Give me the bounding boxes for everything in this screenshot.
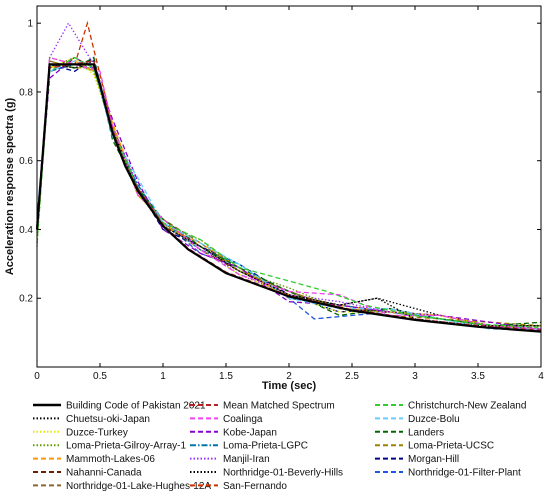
x-tick-label: 4 bbox=[538, 371, 544, 382]
series-line-19 bbox=[36, 20, 542, 330]
legend-label: Loma-Prieta-LGPC bbox=[223, 441, 308, 452]
legend-label: Mammoth-Lakes-06 bbox=[66, 454, 155, 465]
series-line-4 bbox=[36, 56, 542, 330]
legend-label: Duzce-Turkey bbox=[66, 427, 128, 438]
series-line-13 bbox=[36, 21, 542, 330]
series-line-7 bbox=[36, 56, 542, 330]
x-tick-label: 2 bbox=[286, 371, 292, 382]
y-axis: 0.2 0.4 0.6 0.8 1 bbox=[19, 19, 541, 305]
y-tick-label: 0.4 bbox=[19, 225, 33, 236]
series-line-16 bbox=[36, 63, 542, 330]
legend-label: Duzce-Bolu bbox=[408, 414, 460, 425]
legend-label: Loma-Prieta-UCSC bbox=[408, 441, 494, 452]
legend-label: Chuetsu-oki-Japan bbox=[66, 414, 150, 425]
x-axis: 0 0.5 1 1.5 2 2.5 3 3.5 4 bbox=[34, 6, 544, 382]
y-tick-label: 0.2 bbox=[19, 294, 33, 305]
x-tick-label: 1 bbox=[160, 371, 166, 382]
series-line-17 bbox=[36, 63, 542, 330]
y-tick-label: 0.8 bbox=[19, 87, 33, 98]
y-tick-label: 0.6 bbox=[19, 156, 33, 167]
x-axis-label: Time (sec) bbox=[262, 380, 317, 392]
series-line-0 bbox=[35, 63, 542, 333]
legend-label: Northridge-01-Beverly-Hills bbox=[223, 468, 343, 479]
series-line-9 bbox=[36, 56, 541, 327]
series-group bbox=[35, 20, 542, 333]
legend-label: San-Fernando bbox=[223, 481, 287, 492]
legend-label: Mean Matched Spectrum bbox=[223, 401, 335, 412]
legend-label: Landers bbox=[408, 427, 444, 438]
series-line-11 bbox=[36, 60, 542, 327]
y-axis-label: Acceleration response spectra (g) bbox=[4, 98, 16, 276]
legend-label: Kobe-Japan bbox=[223, 427, 277, 438]
legend-label: Northridge-01-Filter-Plant bbox=[408, 468, 521, 479]
legend-label: Morgan-Hill bbox=[408, 454, 459, 465]
series-line-18 bbox=[36, 60, 541, 327]
x-tick-label: 1.5 bbox=[219, 371, 233, 382]
legend-label: Loma-Prieta-Gilroy-Array-1 bbox=[66, 441, 186, 452]
series-line-3 bbox=[36, 60, 541, 327]
legend-label: Coalinga bbox=[223, 414, 263, 425]
legend-label: Nahanni-Canada bbox=[66, 468, 142, 479]
x-tick-label: 3 bbox=[412, 371, 418, 382]
legend-label: Building Code of Pakistan 2021 bbox=[66, 401, 206, 412]
series-line-1 bbox=[36, 60, 542, 331]
series-line-5 bbox=[36, 60, 541, 330]
plot-frame bbox=[36, 5, 542, 368]
series-line-8 bbox=[36, 56, 542, 327]
series-line-12 bbox=[36, 60, 542, 330]
legend-label: Christchurch-New Zealand bbox=[408, 401, 526, 412]
series-line-2 bbox=[36, 56, 542, 329]
series-line-10 bbox=[36, 63, 542, 330]
series-line-14 bbox=[36, 56, 542, 330]
x-tick-label: 0.5 bbox=[93, 371, 107, 382]
x-tick-label: 2.5 bbox=[345, 371, 359, 382]
y-tick-label: 1 bbox=[27, 19, 33, 30]
legend-label: Manjil-Iran bbox=[223, 454, 270, 465]
legend-label: Northridge-01-Lake-Hughes-12A bbox=[66, 481, 211, 492]
series-line-6 bbox=[36, 56, 542, 330]
x-tick-label: 0 bbox=[34, 371, 40, 382]
x-tick-label: 3.5 bbox=[471, 371, 485, 382]
legend: Building Code of Pakistan 2021 Mean Match… bbox=[33, 401, 526, 492]
series-line-15 bbox=[36, 56, 541, 327]
